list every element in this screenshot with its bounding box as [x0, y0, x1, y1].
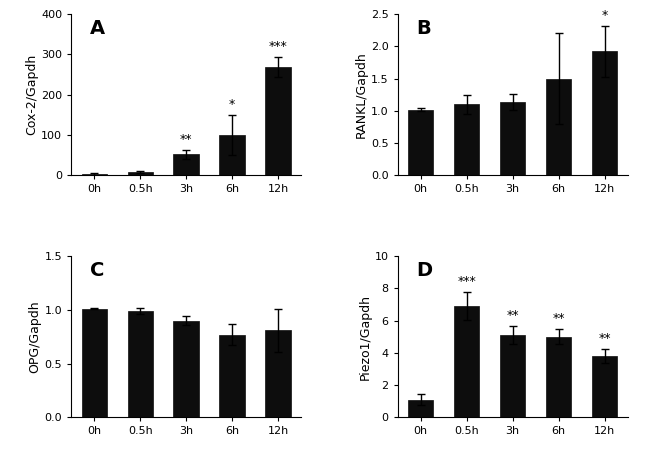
Bar — [265, 68, 291, 175]
Y-axis label: OPG/Gapdh: OPG/Gapdh — [28, 301, 42, 373]
Text: **: ** — [553, 312, 565, 325]
Bar — [546, 79, 571, 175]
Text: **: ** — [507, 309, 519, 322]
Text: **: ** — [180, 133, 192, 145]
Bar — [82, 174, 107, 175]
Bar — [127, 311, 153, 417]
Bar — [500, 335, 525, 417]
Text: A: A — [89, 19, 105, 38]
Y-axis label: Cox-2/Gapdh: Cox-2/Gapdh — [25, 54, 38, 136]
Bar — [592, 356, 617, 417]
Text: **: ** — [598, 332, 611, 345]
Bar — [592, 52, 617, 175]
Text: B: B — [416, 19, 431, 38]
Bar — [454, 306, 479, 417]
Text: ***: *** — [269, 40, 287, 53]
Bar — [219, 334, 245, 417]
Y-axis label: RANKL/Gapdh: RANKL/Gapdh — [355, 52, 368, 138]
Text: *: * — [601, 8, 608, 22]
Text: D: D — [416, 261, 432, 280]
Bar — [173, 154, 199, 175]
Bar — [546, 337, 571, 417]
Bar — [265, 330, 291, 417]
Y-axis label: Piezo1/Gapdh: Piezo1/Gapdh — [359, 294, 372, 380]
Bar — [408, 110, 433, 175]
Text: C: C — [89, 261, 104, 280]
Bar — [454, 105, 479, 175]
Bar — [82, 309, 107, 417]
Text: *: * — [229, 98, 236, 111]
Bar — [173, 321, 199, 417]
Bar — [127, 172, 153, 175]
Bar — [500, 102, 525, 175]
Bar — [219, 135, 245, 175]
Text: ***: *** — [457, 275, 476, 288]
Bar — [408, 400, 433, 417]
